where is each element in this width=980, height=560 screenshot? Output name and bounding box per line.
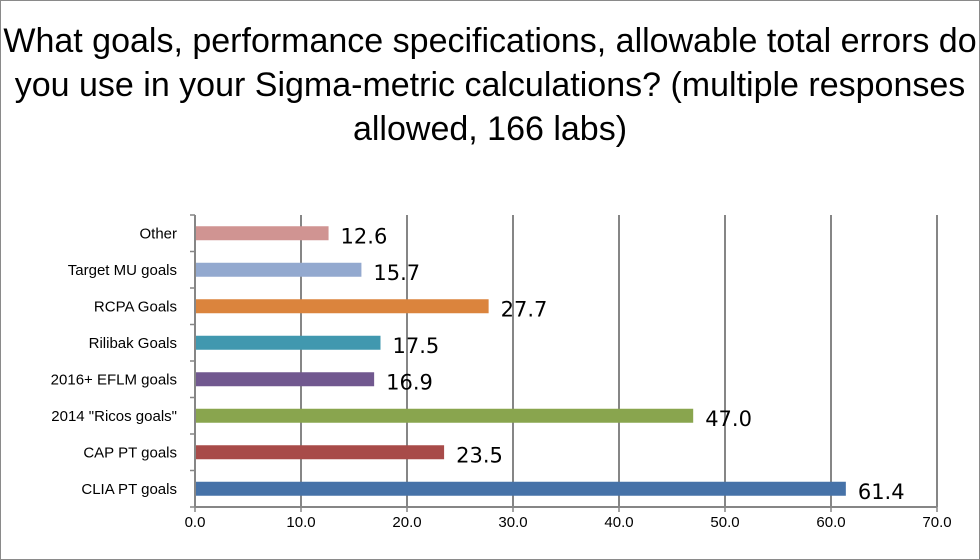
category-label: Target MU goals: [68, 262, 177, 279]
category-label: RCPA Goals: [94, 298, 177, 315]
chart-title: What goals, performance specifications, …: [3, 22, 977, 148]
x-tick-label: 20.0: [392, 514, 421, 531]
bar-3: [196, 372, 375, 387]
x-tick-label: 0.0: [185, 514, 206, 531]
bar-2: [196, 408, 694, 423]
category-label: 2014 "Ricos goals": [51, 408, 177, 425]
category-label: Other: [139, 225, 177, 242]
bar-6: [196, 262, 362, 277]
data-label: 15.7: [373, 261, 420, 285]
x-tick-label: 70.0: [922, 514, 951, 531]
data-label: 16.9: [386, 370, 433, 394]
data-label: 23.5: [456, 443, 503, 467]
category-label: CAP PT goals: [83, 444, 177, 461]
data-label: 61.4: [858, 480, 905, 504]
category-label: 2016+ EFLM goals: [51, 371, 177, 388]
bar-1: [196, 445, 445, 460]
data-label: 47.0: [705, 407, 752, 431]
x-tick-label: 30.0: [498, 514, 527, 531]
x-tick-label: 60.0: [816, 514, 845, 531]
data-label: 27.7: [501, 297, 548, 321]
bar-5: [196, 299, 489, 314]
bar-7: [196, 226, 329, 241]
category-label: CLIA PT goals: [81, 481, 177, 498]
bar-0: [196, 481, 846, 496]
x-tick-label: 40.0: [604, 514, 633, 531]
bar-4: [196, 335, 381, 350]
category-label: Rilibak Goals: [89, 335, 177, 352]
x-tick-label: 10.0: [286, 514, 315, 531]
x-tick-label: 50.0: [710, 514, 739, 531]
data-label: 12.6: [341, 224, 388, 248]
data-label: 17.5: [393, 334, 440, 358]
